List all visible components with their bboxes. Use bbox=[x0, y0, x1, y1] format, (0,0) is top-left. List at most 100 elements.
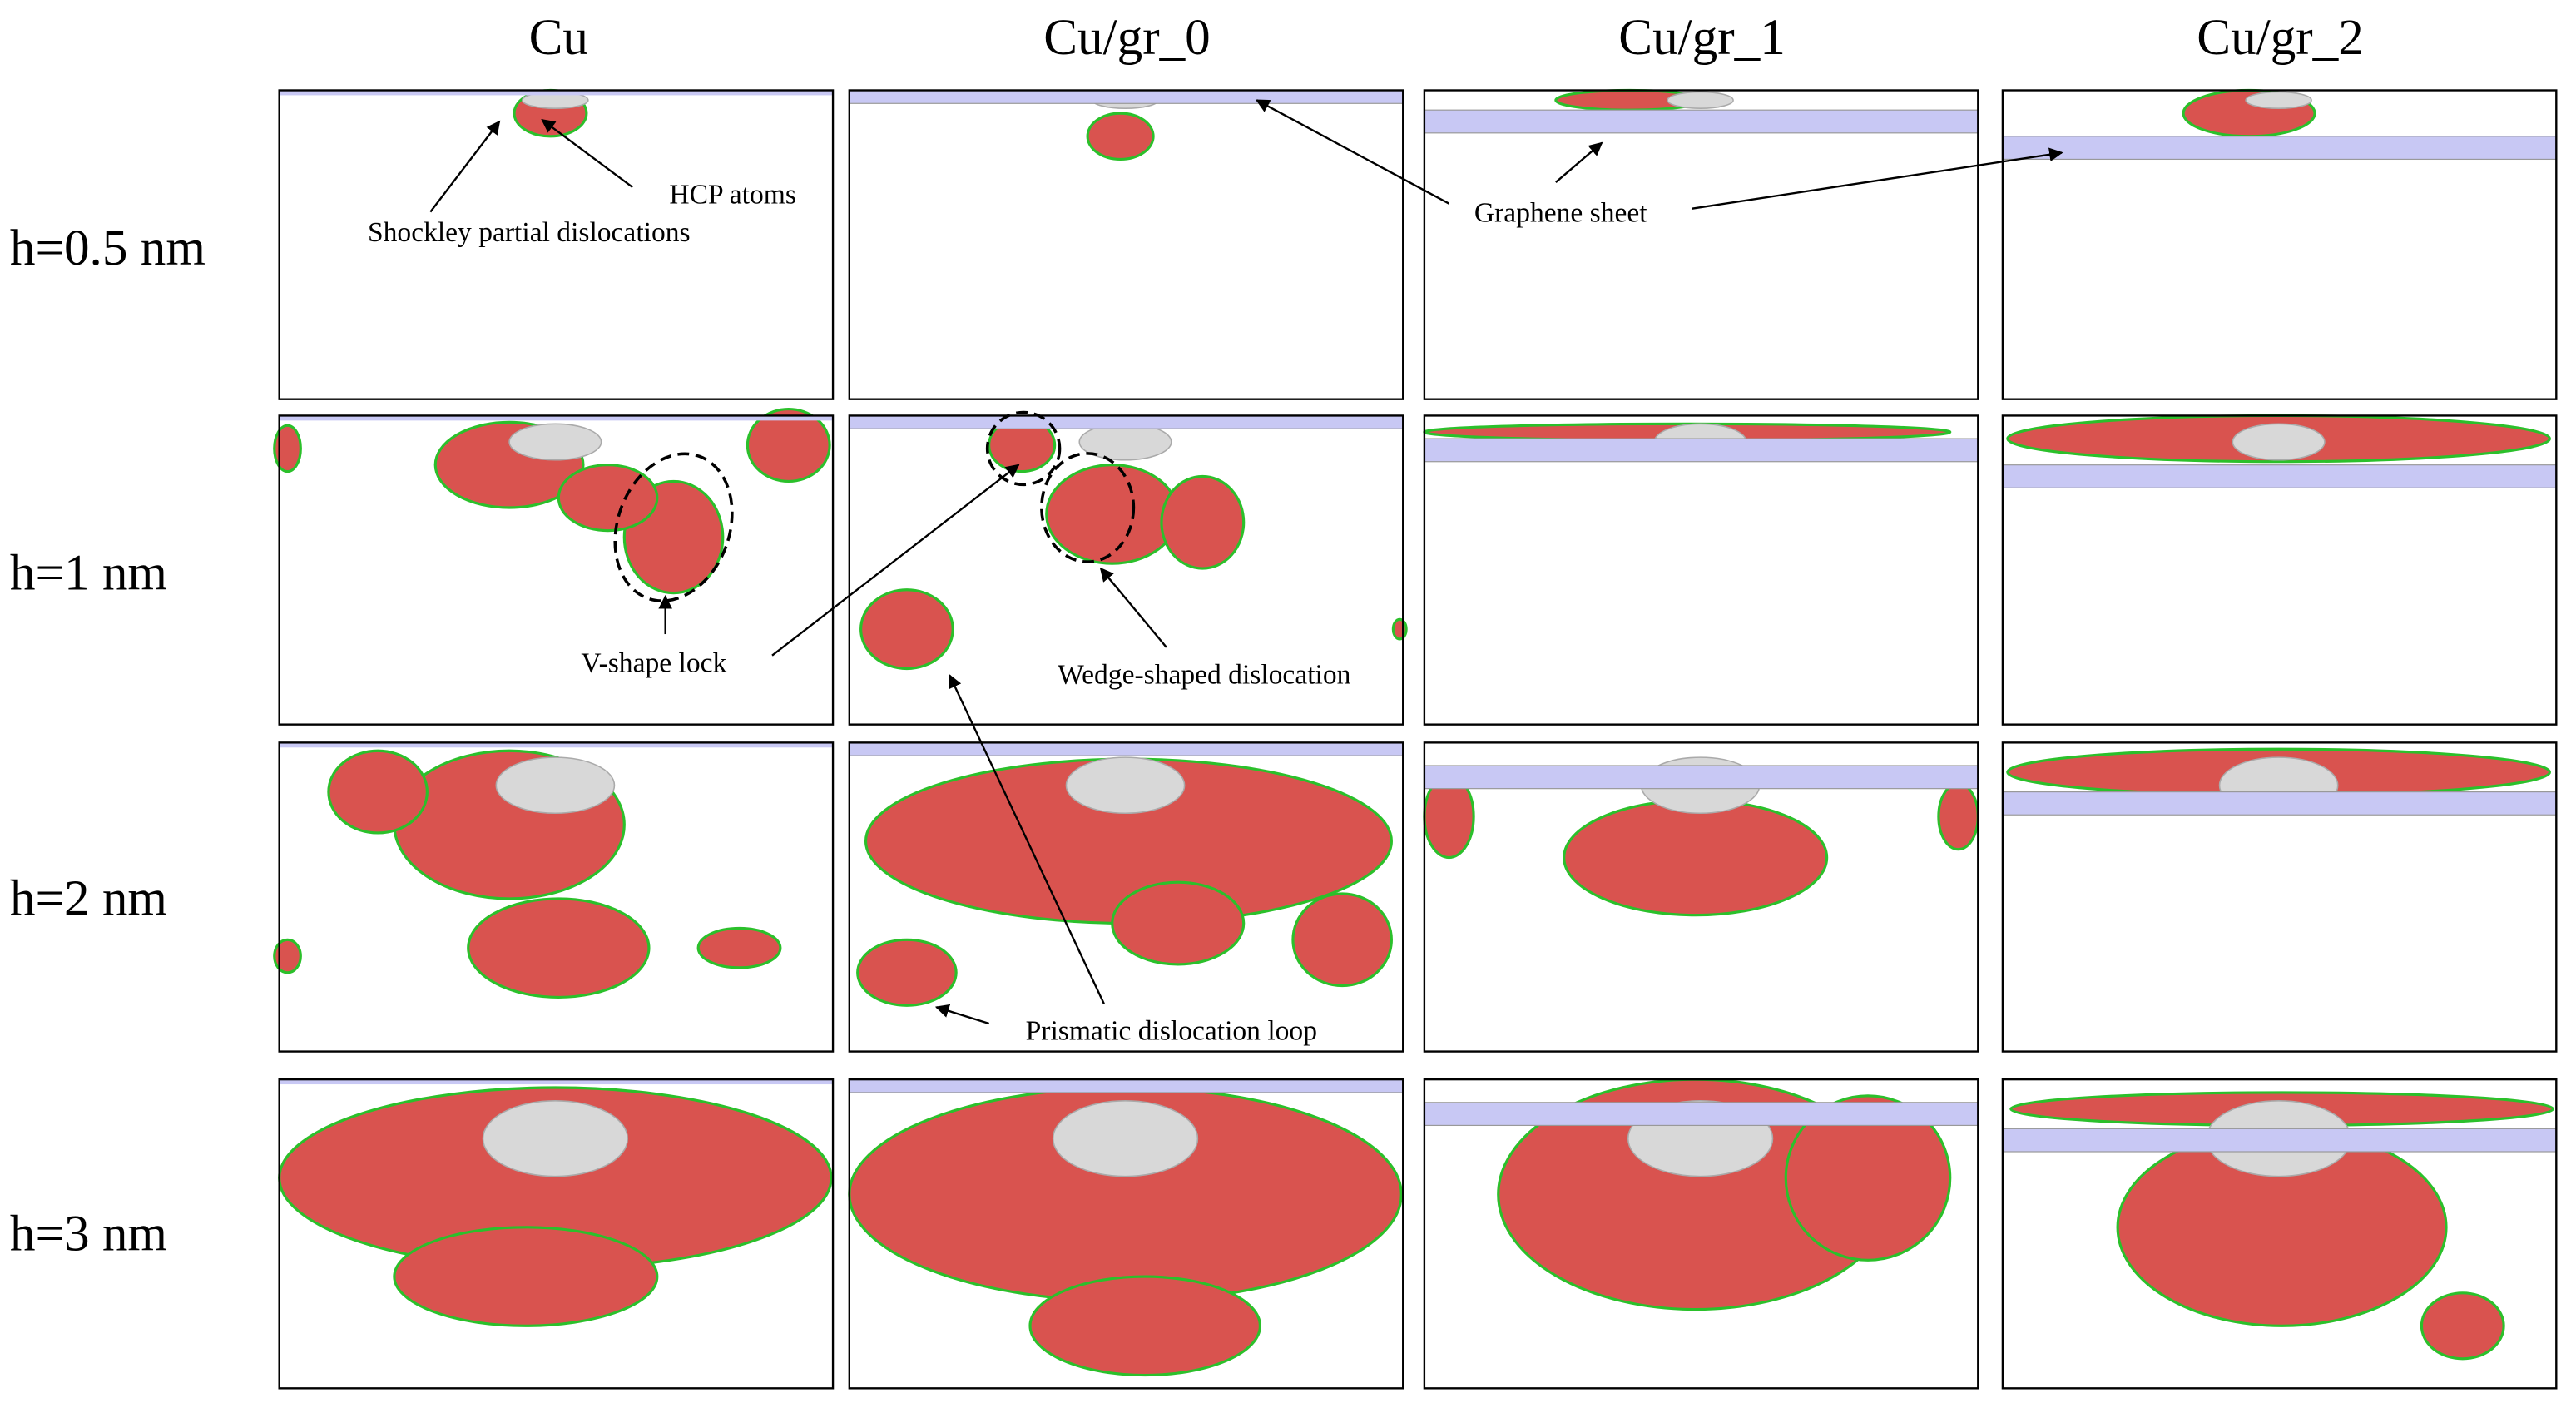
dislocation-blob bbox=[1111, 880, 1246, 966]
panel bbox=[2001, 414, 2558, 726]
dislocation-blob bbox=[273, 424, 302, 473]
dislocation-blob bbox=[273, 938, 302, 974]
annotation: Prismatic dislocation loop bbox=[1026, 1016, 1317, 1047]
surface bbox=[279, 90, 834, 96]
annotation: V-shape lock bbox=[581, 647, 726, 678]
panel-frame bbox=[1423, 89, 1979, 400]
dislocation-blob bbox=[2420, 1291, 2505, 1361]
arrow bbox=[1256, 99, 1450, 205]
panel bbox=[848, 1078, 1404, 1390]
dislocation-blob bbox=[1028, 1275, 1262, 1377]
panel bbox=[848, 414, 1408, 726]
dislocation-blob bbox=[1391, 617, 1408, 641]
panel-frame bbox=[2001, 1078, 2558, 1390]
panel bbox=[2001, 88, 2558, 400]
row-label: h=3 nm bbox=[10, 1205, 167, 1262]
surface bbox=[279, 1079, 834, 1085]
panel bbox=[2001, 1078, 2558, 1390]
dislocation-blob bbox=[393, 1226, 659, 1327]
graphene-sheet bbox=[849, 414, 1404, 429]
panel-frame bbox=[278, 741, 835, 1053]
indent-void bbox=[1667, 91, 1734, 109]
panel-frame bbox=[848, 741, 1404, 1053]
panel-grid bbox=[273, 88, 2558, 1390]
arrow bbox=[949, 673, 1105, 1004]
annotation: HCP atoms bbox=[669, 180, 796, 211]
indent-void bbox=[508, 423, 602, 461]
panel-frame bbox=[848, 1078, 1404, 1390]
graphene-sheet bbox=[849, 1078, 1404, 1093]
dislocation-blob bbox=[1086, 112, 1155, 161]
dislocation-blob bbox=[859, 588, 954, 671]
panel bbox=[848, 89, 1404, 400]
indent-void bbox=[1065, 756, 1186, 815]
panel-frame bbox=[1423, 1078, 1979, 1390]
panel-frame bbox=[848, 89, 1404, 400]
arrow bbox=[541, 119, 633, 188]
dislocation-blob bbox=[1784, 1094, 1952, 1262]
dashed-circle bbox=[613, 452, 734, 602]
panel-frame bbox=[1423, 741, 1979, 1053]
dislocation-blob bbox=[327, 749, 429, 835]
arrow bbox=[1099, 567, 1167, 648]
panel-frame bbox=[1423, 414, 1979, 726]
graphene-sheet bbox=[1424, 765, 1979, 790]
panel-background bbox=[279, 90, 834, 399]
panel bbox=[278, 1078, 835, 1390]
graphene-sheet bbox=[2002, 1128, 2557, 1153]
panel-background bbox=[1424, 90, 1979, 399]
panel-frame bbox=[2001, 89, 2558, 400]
dislocation-blob bbox=[1563, 798, 1829, 917]
graphene-sheet bbox=[1424, 1102, 1979, 1127]
panel-frame bbox=[2001, 414, 2558, 726]
panel-frame bbox=[278, 89, 835, 400]
panel bbox=[1423, 1078, 1979, 1390]
panel bbox=[848, 741, 1404, 1053]
dislocation-blob bbox=[746, 407, 831, 483]
column-header: Cu/gr_0 bbox=[1043, 9, 1211, 66]
dashed-circle bbox=[1040, 452, 1136, 563]
annotation: Shockley partial dislocations bbox=[368, 217, 691, 248]
dislocation-blob bbox=[1291, 892, 1393, 988]
graphene-sheet bbox=[849, 89, 1404, 104]
surface bbox=[279, 415, 834, 421]
row-label: h=1 nm bbox=[10, 545, 167, 602]
labels: Cu Cu/gr_0 Cu/gr_1 Cu/gr_2 h=0.5 nm h=1 … bbox=[10, 9, 2364, 1262]
panel bbox=[273, 407, 835, 726]
column-header: Cu bbox=[529, 9, 588, 66]
indent-void bbox=[482, 1100, 629, 1177]
dislocation-blob bbox=[696, 926, 782, 969]
graphene-sheet bbox=[2002, 136, 2557, 161]
panel bbox=[273, 741, 835, 1053]
row-label: h=2 nm bbox=[10, 870, 167, 927]
dislocation-blob bbox=[467, 897, 651, 999]
arrow bbox=[1555, 141, 1603, 183]
indent-void bbox=[2232, 423, 2326, 461]
dislocation-blob bbox=[1160, 474, 1246, 570]
dashed-circle bbox=[985, 410, 1062, 487]
graphene-sheet bbox=[1424, 438, 1979, 463]
arrow bbox=[429, 120, 501, 213]
indent-void bbox=[2245, 91, 2312, 109]
dislocation-blob bbox=[1045, 464, 1180, 565]
panel bbox=[1423, 741, 1979, 1053]
panel bbox=[278, 88, 835, 400]
arrow bbox=[771, 464, 1020, 657]
panel bbox=[1423, 414, 1979, 726]
panel-frame bbox=[2001, 741, 2558, 1053]
panel-frame bbox=[278, 414, 835, 726]
panel bbox=[2001, 741, 2558, 1053]
indent-void bbox=[1052, 1100, 1199, 1177]
dislocation-blob bbox=[856, 938, 958, 1007]
graphene-sheet bbox=[849, 741, 1404, 756]
graphene-sheet bbox=[2002, 464, 2557, 488]
indent-void bbox=[495, 756, 616, 815]
annotation: Wedge-shaped dislocation bbox=[1058, 659, 1350, 690]
annotation: Graphene sheet bbox=[1474, 197, 1647, 228]
panel bbox=[1423, 88, 1979, 400]
graphene-sheet bbox=[1424, 109, 1979, 134]
arrow bbox=[1692, 147, 2063, 210]
dislocation-blob bbox=[557, 464, 659, 533]
panel-frame bbox=[848, 414, 1404, 726]
